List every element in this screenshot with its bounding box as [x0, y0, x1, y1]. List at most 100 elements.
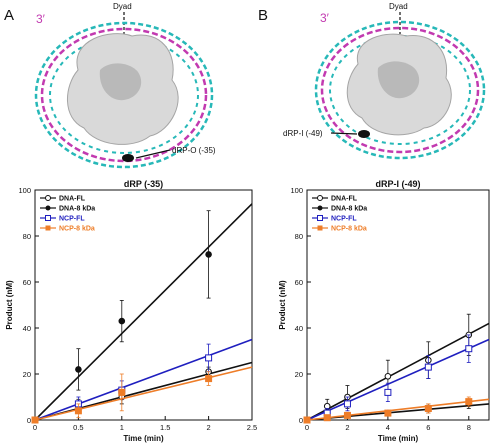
data-point: [74, 407, 82, 415]
data-point: [205, 251, 212, 258]
legend-marker: [317, 205, 323, 211]
data-point: [384, 409, 392, 417]
y-tick-label: 20: [295, 370, 303, 379]
x-tick-label: 4: [386, 423, 390, 432]
data-point: [31, 416, 39, 424]
panel-a-structure: A 3′ Dyad dRP-O (-35): [4, 2, 216, 169]
y-tick-label: 60: [295, 278, 303, 287]
fit-line: [306, 322, 490, 421]
y-tick-label: 100: [18, 186, 31, 195]
panel-a-lesion-marker: [122, 154, 134, 162]
panel-a-strand-core: [49, 36, 199, 154]
x-tick-label: 6: [426, 423, 430, 432]
panel-b-dyad-label: Dyad: [389, 2, 408, 11]
x-tick-label: 2: [207, 423, 211, 432]
data-point: [205, 354, 213, 362]
legend-label: DNA-FL: [59, 196, 86, 203]
panel-a-strand-inner: [40, 27, 208, 163]
plot-frame: [34, 189, 253, 421]
data-point: [465, 398, 473, 406]
panel-a-site-pointer: [135, 149, 171, 159]
data-point: [384, 388, 392, 396]
legend: DNA-FL DNA-8 kDa NCP-FL NCP-8 kDa: [312, 195, 367, 233]
x-tick-label: 2: [345, 423, 349, 432]
legend-marker: [317, 225, 323, 231]
x-tick-label: 1: [120, 423, 124, 432]
series-dna-fl: [303, 313, 490, 424]
panel-b-lesion-marker: [358, 130, 370, 138]
fit-line: [34, 203, 253, 421]
panel-a-dyad-label: Dyad: [113, 2, 132, 11]
data-point: [343, 411, 351, 419]
series-dna-8-kda: [31, 203, 253, 424]
y-tick-label: 0: [27, 416, 31, 425]
panel-a-strand-outer: [34, 21, 214, 169]
x-tick-label: 8: [467, 423, 471, 432]
y-tick-label: 60: [23, 278, 31, 287]
y-tick-label: 80: [295, 232, 303, 241]
legend-marker: [45, 215, 51, 221]
y-axis-label: Product (nM): [278, 280, 287, 330]
x-tick-label: 0: [305, 423, 309, 432]
y-tick-label: 40: [23, 324, 31, 333]
data-point: [118, 388, 126, 396]
y-tick-label: 80: [23, 232, 31, 241]
legend-marker: [45, 195, 51, 201]
data-point: [205, 375, 213, 383]
data-point: [303, 416, 311, 424]
panel-b-structure: B 3′ Dyad dRP-I (-49): [258, 2, 486, 160]
data-point: [343, 400, 351, 408]
legend-label: DNA-8 kDa: [59, 206, 95, 213]
data-point: [424, 405, 432, 412]
y-tick-label: 100: [290, 186, 303, 195]
data-point: [465, 345, 473, 353]
legend-marker: [45, 205, 51, 211]
x-tick-label: 1.5: [160, 423, 170, 432]
plot-frame: [306, 189, 490, 421]
panel-b-strand-core: [329, 35, 471, 145]
chart-title: dRP-I (-49): [376, 179, 421, 189]
y-tick-label: 0: [299, 416, 303, 425]
data-point: [323, 414, 331, 422]
x-axis-label: Time (min): [378, 434, 419, 443]
legend-label: NCP-FL: [59, 216, 85, 223]
series-ncp-fl: [31, 338, 253, 424]
x-axis-label: Time (min): [123, 434, 164, 443]
series-ncp-8-kda: [31, 366, 253, 424]
panel-a-3prime-label: 3′: [36, 12, 46, 26]
legend-label: NCP-FL: [331, 216, 357, 223]
panel-b-site-pointer: [330, 132, 358, 135]
data-point: [424, 363, 432, 371]
y-tick-label: 40: [295, 324, 303, 333]
legend-label: NCP-8 kDa: [59, 226, 95, 233]
y-axis-label: Product (nM): [5, 280, 14, 330]
panel-b-letter: B: [258, 7, 268, 24]
data-point: [118, 317, 126, 325]
x-tick-label: 0.5: [73, 423, 83, 432]
data-point: [75, 366, 82, 373]
series-dna-fl: [31, 361, 253, 424]
panel-b-dna-wrap: [314, 20, 486, 160]
legend-marker: [317, 195, 323, 201]
legend: DNA-FL DNA-8 kDa NCP-FL NCP-8 kDa: [40, 195, 95, 233]
legend-label: DNA-FL: [331, 196, 358, 203]
panel-b-site-label: dRP-I (-49): [283, 129, 323, 138]
legend-label: NCP-8 kDa: [331, 226, 367, 233]
fit-line: [306, 338, 490, 421]
panel-b-core-shade: [377, 61, 420, 99]
x-tick-label: 0: [33, 423, 37, 432]
fit-line: [306, 398, 490, 421]
panel-a-letter: A: [4, 7, 14, 24]
panel-a-site-label: dRP-O (-35): [172, 146, 216, 155]
legend-label: DNA-8 kDa: [331, 206, 367, 213]
chart-title: dRP (-35): [124, 179, 163, 189]
data-point: [384, 373, 392, 380]
panel-b-3prime-label: 3′: [320, 11, 330, 25]
fit-line: [34, 338, 253, 421]
y-tick-label: 20: [23, 370, 31, 379]
legend-marker: [45, 225, 51, 231]
panel-b-strand-inner: [320, 26, 480, 154]
fit-line: [34, 366, 253, 421]
panel-b-strand-outer: [314, 20, 486, 160]
